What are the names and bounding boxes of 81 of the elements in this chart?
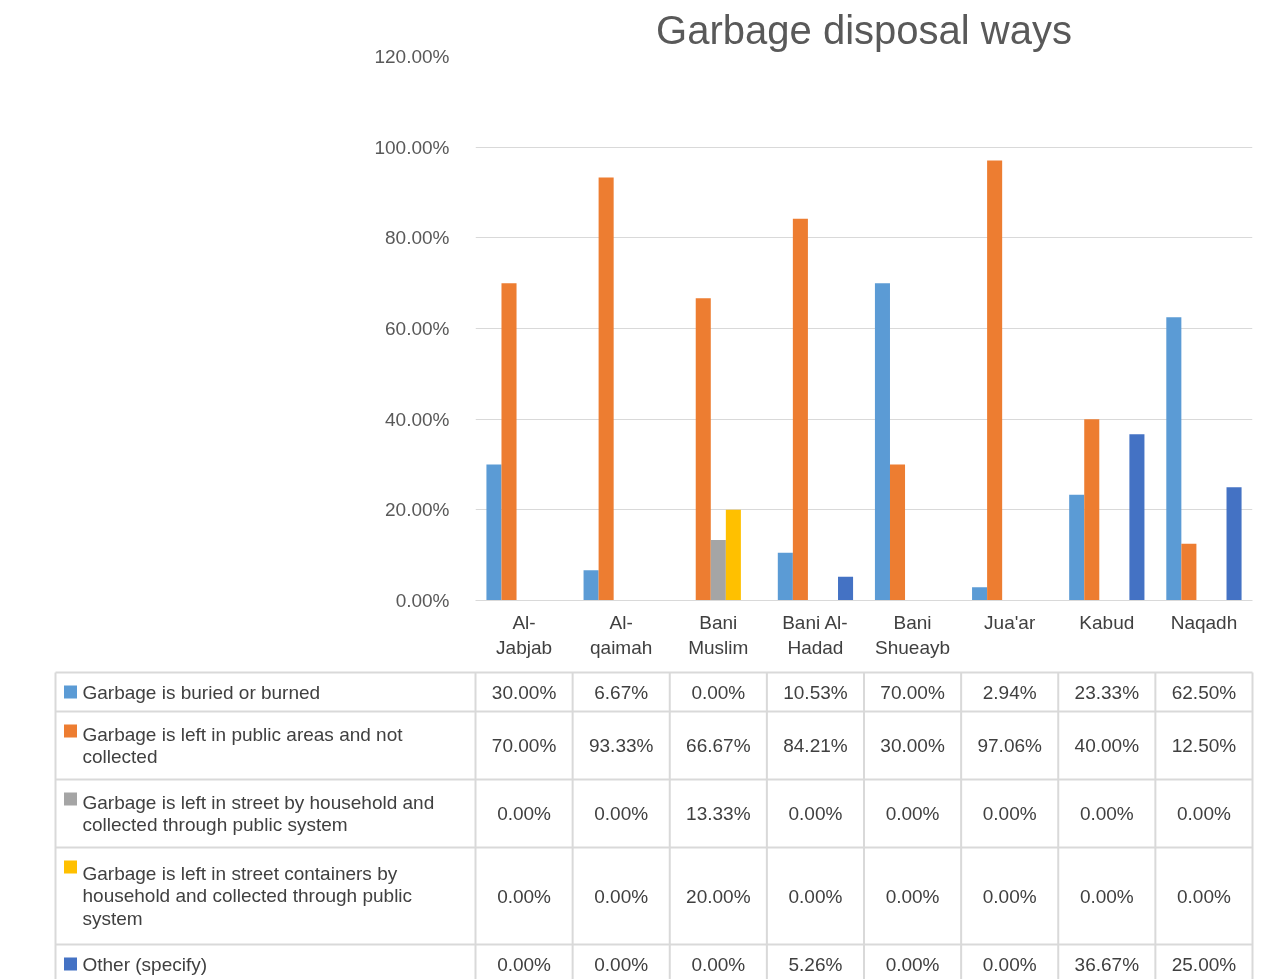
bar	[889, 464, 906, 601]
bar	[987, 160, 1003, 601]
x-tick-label: Jua'ar	[984, 611, 1036, 633]
bar	[710, 540, 726, 601]
y-tick-label: 20.00%	[385, 499, 450, 521]
data-label: 0.00%	[594, 953, 649, 975]
data-label: 0.00%	[982, 953, 1037, 975]
data-label: 93.33%	[588, 735, 654, 756]
x-tick-label: Al-Jabjab	[496, 611, 553, 658]
bar	[695, 298, 711, 601]
data-label: 0.00%	[691, 953, 746, 975]
data-label: 5.26%	[788, 953, 843, 975]
bar	[777, 552, 793, 601]
bar	[583, 570, 599, 601]
y-tick-label: 100.00%	[374, 136, 450, 158]
data-label: 0.00%	[691, 681, 746, 703]
data-label: 2.94%	[982, 681, 1037, 703]
y-tick-label: 80.00%	[385, 227, 450, 249]
chart-title: Garbage disposal ways	[656, 7, 1072, 52]
data-label: 0.00%	[885, 953, 940, 975]
bar	[972, 587, 988, 601]
legend-label: Garbage is left in street containers by household and collected through public system	[82, 863, 413, 929]
data-label: 25.00%	[1171, 953, 1237, 975]
bar	[598, 177, 614, 601]
x-tick-label: Bani Muslim	[688, 611, 749, 658]
x-tick-label: Naqadh	[1170, 611, 1238, 633]
y-tick-label: 0.00%	[395, 590, 450, 611]
data-label: 0.00%	[1177, 803, 1231, 824]
data-label: 0.00%	[1079, 885, 1134, 907]
data-label: 30.00%	[880, 735, 945, 756]
data-label: 10.53%	[783, 681, 848, 703]
data-label: 0.00%	[594, 803, 649, 824]
data-label: 70.00%	[491, 735, 557, 756]
bar	[1226, 487, 1242, 601]
data-label: 0.00%	[594, 885, 649, 907]
data-label: 66.67%	[686, 735, 751, 756]
data-label: 23.33%	[1074, 681, 1140, 703]
bar	[792, 218, 808, 601]
y-tick-label: 40.00%	[385, 408, 450, 430]
bar	[1069, 494, 1085, 601]
data-label: 0.00%	[788, 885, 843, 907]
data-label: 62.50%	[1171, 681, 1237, 703]
bar	[1166, 317, 1182, 601]
data-label: 0.00%	[1079, 803, 1134, 824]
data-label: 13.33%	[686, 803, 751, 824]
x-tick-label: Bani Shueayb	[875, 611, 951, 658]
data-label: 0.00%	[982, 803, 1037, 824]
bar	[838, 576, 854, 601]
y-tick-label: 120.00%	[374, 46, 450, 67]
data-label: 0.00%	[885, 885, 940, 907]
data-label: 40.00%	[1074, 735, 1140, 756]
data-label: 0.00%	[497, 953, 552, 975]
data-label: 84.21%	[783, 735, 848, 756]
bar	[1129, 434, 1145, 601]
data-label: 30.00%	[491, 681, 557, 703]
x-tick-label: Kabud	[1079, 611, 1135, 633]
data-label: 0.00%	[497, 803, 552, 824]
legend-label: Other (specify)	[82, 953, 208, 975]
y-tick-label: 60.00%	[385, 318, 450, 339]
bar	[501, 283, 517, 601]
bar	[1181, 543, 1197, 601]
data-label: 97.06%	[977, 735, 1043, 756]
bar	[1084, 419, 1100, 601]
legend-label: Garbage is left in public areas and not collected	[82, 723, 404, 768]
data-label: 20.00%	[686, 885, 751, 907]
data-label: 0.00%	[788, 803, 843, 824]
bar	[725, 509, 741, 601]
legend-label: Garbage is left in street by household and collected through public system	[82, 791, 435, 836]
legend-label: Garbage is buried or burned	[82, 681, 321, 703]
data-label: 0.00%	[885, 803, 940, 824]
data-label: 36.67%	[1074, 953, 1140, 975]
data-label: 12.50%	[1171, 735, 1237, 756]
data-label: 70.00%	[880, 681, 945, 703]
x-tick-label: Bani Al-Hadad	[782, 611, 848, 658]
bar	[874, 283, 890, 601]
data-label: 0.00%	[497, 885, 552, 907]
bar	[486, 464, 502, 601]
data-label: 6.67%	[594, 681, 649, 703]
data-label: 0.00%	[1177, 885, 1231, 907]
data-label: 0.00%	[982, 885, 1037, 907]
x-tick-label: Al-qaimah	[590, 611, 653, 658]
